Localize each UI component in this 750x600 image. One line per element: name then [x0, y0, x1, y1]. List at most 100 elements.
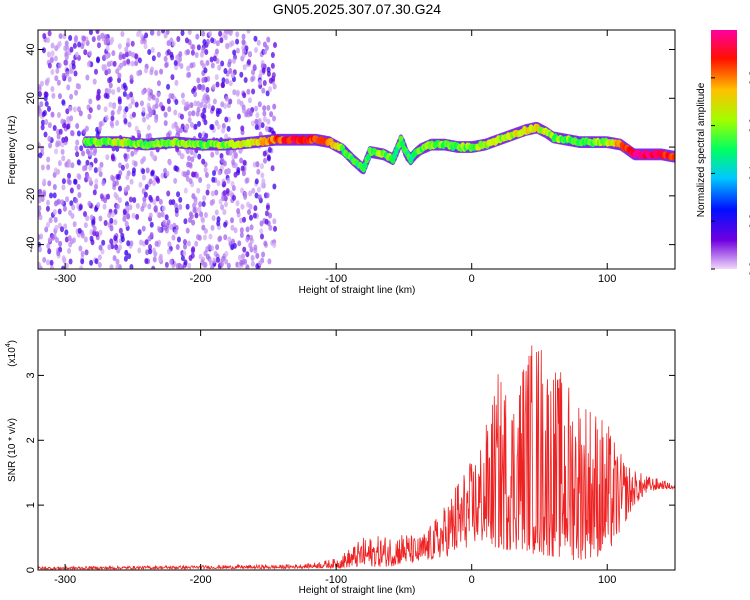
- noise-speckle: [68, 105, 73, 112]
- noise-speckle: [224, 258, 229, 265]
- noise-speckle: [232, 49, 237, 56]
- noise-speckle: [54, 45, 59, 52]
- noise-speckle: [246, 30, 251, 34]
- noise-speckle: [117, 72, 122, 79]
- noise-speckle: [61, 155, 66, 162]
- noise-speckle: [239, 100, 244, 107]
- noise-speckle: [227, 236, 232, 243]
- noise-speckle: [250, 76, 255, 83]
- noise-speckle: [270, 51, 275, 58]
- noise-speckle: [262, 105, 267, 112]
- noise-speckle: [149, 196, 154, 203]
- noise-speckle: [272, 242, 277, 249]
- noise-speckle: [182, 250, 187, 257]
- snr-axes: -300 -200 -100 0 100 0 1 2 3: [25, 330, 675, 586]
- noise-speckle: [165, 170, 170, 177]
- noise-speckle: [61, 99, 66, 106]
- noise-speckle: [101, 65, 106, 72]
- noise-speckle: [143, 191, 148, 198]
- noise-speckle: [149, 221, 154, 228]
- noise-speckle: [237, 240, 242, 247]
- noise-speckle: [182, 238, 187, 245]
- noise-speckle: [50, 111, 55, 118]
- x-tick-label: -100: [325, 574, 347, 586]
- noise-speckle: [145, 167, 150, 174]
- noise-speckle: [231, 57, 236, 64]
- noise-speckle: [191, 246, 196, 253]
- noise-speckle: [131, 167, 136, 174]
- noise-speckle: [166, 248, 171, 255]
- noise-speckle: [221, 255, 226, 262]
- noise-speckle: [84, 249, 89, 256]
- noise-speckle: [112, 103, 117, 110]
- noise-speckle: [147, 95, 152, 102]
- noise-speckle: [75, 83, 80, 90]
- noise-speckle: [240, 125, 245, 132]
- snr-y-multiplier-base: (x10: [7, 347, 18, 367]
- noise-speckle: [201, 30, 206, 37]
- noise-speckle: [150, 170, 155, 177]
- noise-speckle: [83, 236, 88, 243]
- noise-speckle: [130, 40, 135, 47]
- noise-speckle: [54, 237, 59, 244]
- noise-speckle: [220, 157, 225, 164]
- noise-speckle: [254, 46, 259, 53]
- noise-speckle: [167, 106, 172, 113]
- noise-speckle: [101, 239, 106, 246]
- noise-speckle: [174, 98, 179, 105]
- noise-speckle: [212, 169, 217, 176]
- y-tick-label: 3: [25, 372, 37, 378]
- noise-speckle: [270, 62, 275, 69]
- noise-speckle: [210, 37, 215, 44]
- noise-speckle: [150, 47, 155, 54]
- noise-speckle: [78, 245, 83, 252]
- noise-speckle: [59, 226, 64, 233]
- noise-speckle: [216, 220, 221, 227]
- noise-speckle: [200, 259, 205, 266]
- noise-speckle: [104, 87, 109, 94]
- noise-speckle: [53, 55, 58, 62]
- noise-speckle: [131, 51, 136, 58]
- noise-speckle: [151, 94, 156, 101]
- noise-speckle: [210, 190, 215, 197]
- noise-speckle: [64, 229, 69, 236]
- noise-speckle: [61, 72, 66, 79]
- noise-speckle: [105, 154, 110, 161]
- noise-speckle: [129, 74, 134, 81]
- noise-speckle: [192, 85, 197, 92]
- noise-speckle: [133, 160, 138, 167]
- x-tick-label: 0: [469, 574, 475, 586]
- snr-y-label: SNR (10 * v/v): [7, 418, 18, 482]
- noise-speckle: [179, 113, 184, 120]
- noise-speckle: [259, 220, 264, 227]
- noise-speckle: [203, 67, 208, 74]
- noise-speckle: [40, 124, 45, 131]
- noise-speckle: [235, 200, 240, 207]
- noise-speckle: [267, 146, 272, 153]
- noise-speckle: [228, 98, 233, 105]
- ridge-point: [362, 161, 368, 169]
- noise-speckle: [204, 171, 209, 178]
- noise-speckle: [160, 172, 165, 179]
- noise-speckle: [136, 31, 141, 38]
- noise-speckle: [116, 86, 121, 93]
- noise-speckle: [245, 264, 250, 269]
- noise-speckle: [205, 189, 210, 196]
- noise-speckle: [155, 176, 160, 183]
- noise-speckle: [89, 214, 94, 221]
- noise-speckle: [203, 261, 208, 268]
- noise-speckle: [121, 53, 126, 60]
- noise-speckle: [71, 204, 76, 211]
- noise-speckle: [74, 197, 79, 204]
- noise-speckle: [235, 89, 240, 96]
- noise-speckle: [251, 187, 256, 194]
- noise-speckle: [203, 228, 208, 235]
- noise-speckle: [219, 37, 224, 44]
- noise-speckle: [241, 33, 246, 40]
- noise-speckle: [266, 36, 271, 43]
- noise-speckle: [85, 74, 90, 81]
- noise-speckle: [174, 207, 179, 214]
- noise-speckle: [168, 93, 173, 100]
- noise-speckle: [205, 94, 210, 101]
- noise-speckle: [96, 201, 101, 208]
